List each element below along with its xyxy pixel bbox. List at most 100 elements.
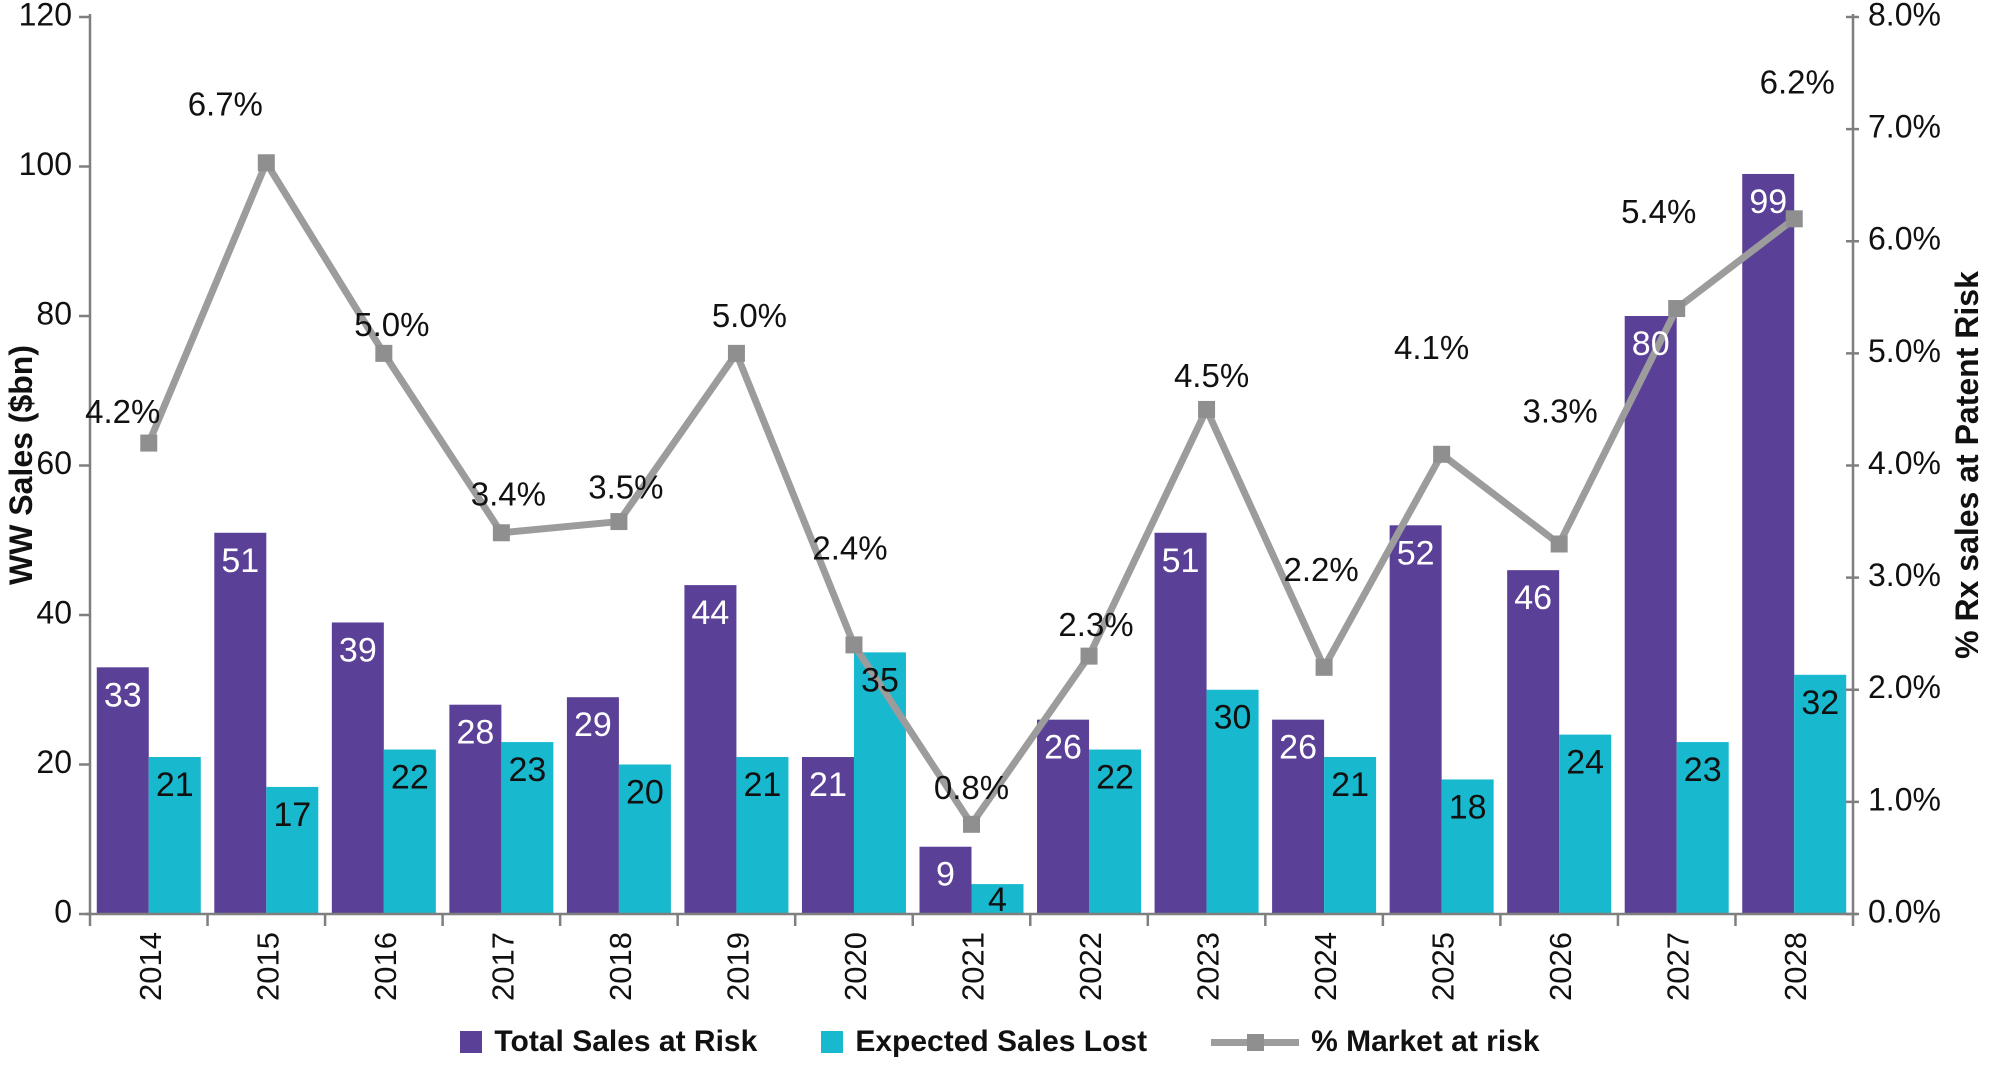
bar-total-sales-2023	[1154, 532, 1207, 914]
line-point-label-2026: 3.3%	[1523, 393, 1598, 430]
line-marker-2021	[963, 815, 980, 833]
bar-value-label-2022: 26	[1044, 729, 1082, 767]
bar-total-sales-2019	[684, 585, 737, 914]
legend-item-market-risk: % Market at risk	[1211, 1025, 1540, 1059]
x-axis-label-2018: 2018	[603, 932, 638, 1001]
bar-value-label-2017: 28	[456, 714, 494, 752]
line-point-label-2023: 4.5%	[1174, 357, 1249, 394]
bar-value-label-2026: 24	[1566, 744, 1604, 782]
bar-expected-lost-2021	[971, 884, 1024, 914]
bar-expected-lost-2022	[1089, 749, 1142, 914]
bar-value-label-2014: 21	[156, 766, 194, 804]
bar-total-sales-2021	[919, 846, 972, 914]
bar-value-label-2018: 20	[626, 773, 664, 811]
line-point-label-2018: 3.5%	[588, 468, 663, 505]
right-axis-tick-5.0%: 5.0%	[1868, 333, 1941, 369]
bar-value-label-2017: 23	[508, 751, 546, 789]
line-marker-2023	[1198, 400, 1216, 418]
bar-total-sales-2027	[1624, 316, 1677, 914]
line-marker-2016	[375, 344, 393, 362]
line-marker-2017	[492, 524, 510, 542]
left-axis-tick-20: 20	[36, 744, 72, 780]
left-axis-tick-0: 0	[54, 893, 72, 929]
bar-value-label-2020: 35	[861, 661, 899, 699]
legend-item-total-sales: Total Sales at Risk	[460, 1025, 757, 1059]
bar-expected-lost-2018	[618, 764, 671, 914]
x-axis-label-2027: 2027	[1661, 932, 1696, 1001]
line-marker-2028	[1785, 210, 1803, 228]
bar-value-label-2024: 26	[1279, 729, 1317, 767]
left-axis-tick-100: 100	[19, 146, 72, 182]
right-axis-tick-0.0%: 0.0%	[1868, 893, 1941, 929]
bar-value-label-2027: 80	[1632, 325, 1670, 363]
bar-value-label-2026: 46	[1514, 579, 1552, 617]
line-point-label-2019: 5.0%	[712, 297, 787, 334]
bar-expected-lost-2016	[383, 749, 436, 914]
left-axis-title: WW Sales ($bn)	[3, 345, 39, 585]
bar-value-label-2021: 4	[988, 881, 1007, 919]
bar-value-label-2023: 30	[1214, 699, 1252, 737]
line-marker-2015	[257, 154, 275, 172]
bar-value-label-2027: 23	[1684, 751, 1722, 789]
line-marker-2026	[1550, 535, 1568, 553]
bar-value-label-2016: 39	[339, 631, 377, 669]
line-point-label-2025: 4.1%	[1394, 329, 1469, 366]
bar-total-sales-2017	[449, 704, 502, 914]
bar-expected-lost-2025	[1441, 779, 1494, 914]
line-marker-2022	[1080, 647, 1098, 665]
x-axis-label-2016: 2016	[368, 932, 403, 1001]
x-axis-label-2025: 2025	[1426, 932, 1461, 1001]
left-axis-tick-120: 120	[19, 0, 72, 32]
bar-total-sales-2024	[1272, 719, 1325, 914]
bar-total-sales-2020	[801, 757, 854, 914]
bar-expected-lost-2024	[1324, 757, 1377, 914]
bar-value-label-2018: 29	[574, 706, 612, 744]
x-axis-label-2017: 2017	[485, 932, 520, 1001]
legend-label-expected-lost: Expected Sales Lost	[855, 1025, 1148, 1058]
legend-label-market-risk: % Market at risk	[1311, 1025, 1540, 1058]
line-point-label-2021: 0.8%	[934, 769, 1009, 806]
bar-value-label-2025: 52	[1397, 534, 1435, 572]
bar-expected-lost-2014	[148, 757, 201, 914]
legend: Total Sales at Risk Expected Sales Lost …	[0, 1012, 2000, 1072]
bar-value-label-2014: 33	[104, 676, 142, 714]
bar-expected-lost-2023	[1206, 689, 1259, 914]
left-axis-tick-60: 60	[36, 445, 72, 481]
right-axis-tick-3.0%: 3.0%	[1868, 557, 1941, 593]
bar-expected-lost-2020	[853, 652, 906, 914]
bar-value-label-2028: 99	[1749, 183, 1787, 221]
left-axis-tick-40: 40	[36, 594, 72, 630]
bar-expected-lost-2026	[1559, 734, 1612, 914]
line-marker-2027	[1668, 300, 1686, 318]
bar-total-sales-2025	[1389, 525, 1442, 914]
line-point-label-2014: 4.2%	[85, 393, 160, 430]
x-axis-label-2020: 2020	[838, 932, 873, 1001]
bar-value-label-2020: 21	[809, 766, 847, 804]
bar-total-sales-2026	[1507, 570, 1560, 914]
line-point-label-2015: 6.7%	[188, 85, 263, 122]
line-marker-2025	[1433, 445, 1451, 463]
x-axis-label-2024: 2024	[1308, 932, 1343, 1001]
right-axis-tick-4.0%: 4.0%	[1868, 445, 1941, 481]
line-marker-2014	[140, 434, 158, 452]
legend-swatch-expected-lost	[821, 1031, 844, 1053]
right-axis-title: % Rx sales at Patent Risk	[1949, 271, 1985, 659]
x-axis-label-2022: 2022	[1073, 932, 1108, 1001]
market-risk-line-layer	[140, 154, 1803, 833]
right-axis-tick-6.0%: 6.0%	[1868, 221, 1941, 257]
bar-total-sales-2015	[214, 532, 267, 914]
line-point-label-2028: 6.2%	[1760, 64, 1835, 101]
bar-value-label-2016: 22	[391, 759, 429, 797]
bar-expected-lost-2017	[501, 742, 554, 914]
line-point-label-2024: 2.2%	[1283, 551, 1358, 588]
legend-item-expected-lost: Expected Sales Lost	[821, 1025, 1147, 1059]
bar-expected-lost-2028	[1794, 674, 1847, 914]
right-axis-tick-2.0%: 2.0%	[1868, 669, 1941, 705]
bar-value-label-2021: 9	[936, 856, 955, 894]
bar-value-label-2028: 32	[1801, 684, 1839, 722]
bar-expected-lost-2027	[1676, 742, 1729, 914]
left-axis-tick-80: 80	[36, 295, 72, 331]
axes-layer: 0 20 40 60 80 100 120 0.0% 1.0% 2.0% 3.0% 4.0% 5.0% 6…	[19, 0, 1941, 1001]
